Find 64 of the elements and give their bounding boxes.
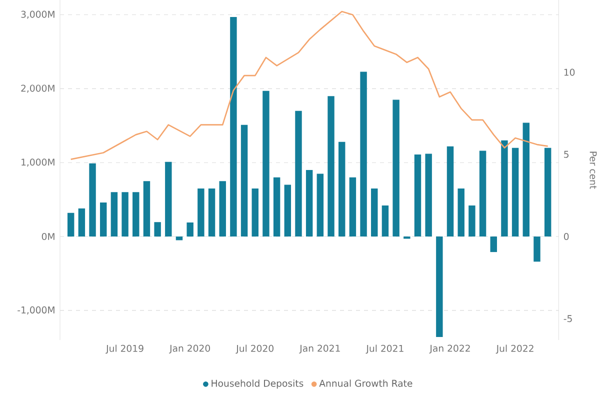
bar: [208, 188, 216, 237]
legend-label: Annual Growth Rate: [319, 380, 412, 387]
x-tick-label: Jul 2022: [496, 344, 534, 354]
x-tick-label: Jul 2019: [106, 344, 144, 354]
bar: [186, 222, 194, 237]
bar: [273, 177, 280, 237]
bar: [89, 163, 96, 237]
bar: [371, 188, 378, 237]
bar: [436, 236, 443, 338]
x-tick-label: Jan 2021: [299, 344, 340, 354]
bar: [512, 148, 519, 237]
bar: [78, 208, 86, 237]
bar: [154, 222, 161, 237]
bar: [338, 142, 346, 237]
bar: [328, 96, 334, 237]
x-tick-label: Jan 2020: [169, 344, 210, 354]
y-tick-label: -1,000M: [18, 306, 54, 314]
bar: [100, 202, 107, 237]
bar: [110, 192, 118, 237]
bar: [458, 188, 464, 237]
y-tick-label: 3,000M: [21, 10, 54, 19]
bar: [143, 181, 150, 237]
bar: [349, 177, 356, 237]
y2-tick-label: 0: [564, 233, 569, 240]
bar: [425, 154, 432, 237]
bar: [316, 174, 324, 237]
bar: [284, 184, 292, 237]
bar: [132, 192, 140, 237]
x-tick-label: Jul 2021: [366, 344, 404, 354]
bar: [67, 212, 74, 237]
y-tick-label: 2,000M: [21, 84, 54, 93]
bar: [295, 110, 302, 237]
line-series: [70, 10, 548, 160]
y2-tick-label: 10: [564, 68, 575, 76]
bar: [490, 236, 497, 252]
bar: [534, 236, 540, 262]
bar: [165, 162, 172, 237]
bar: [501, 140, 508, 237]
bar: [262, 90, 270, 237]
x-tick-label: Jan 2022: [429, 344, 470, 354]
bar: [122, 192, 128, 237]
bar: [360, 72, 367, 237]
bar: [176, 236, 183, 240]
bar: [468, 205, 476, 237]
y-tick-label: 1,000M: [22, 158, 54, 167]
bar: [219, 181, 226, 237]
bar: [306, 170, 313, 237]
legend-label: Household Deposits: [212, 380, 304, 389]
y2-axis-title: Per cent: [590, 152, 597, 189]
bar: [230, 17, 237, 237]
y2-tick-label: -5: [564, 315, 572, 322]
bar: [479, 150, 486, 237]
bar: [240, 124, 248, 237]
bar: [252, 188, 258, 237]
bar: [414, 154, 422, 237]
bar: [522, 122, 530, 237]
bar: [446, 146, 454, 237]
bar: [392, 100, 400, 237]
bar: [382, 205, 389, 237]
bar: [198, 188, 204, 237]
bar: [544, 148, 552, 237]
y2-tick-label: 5: [564, 150, 568, 158]
y-tick-label: 0M: [42, 233, 54, 240]
x-tick-label: Jul 2020: [236, 344, 274, 354]
